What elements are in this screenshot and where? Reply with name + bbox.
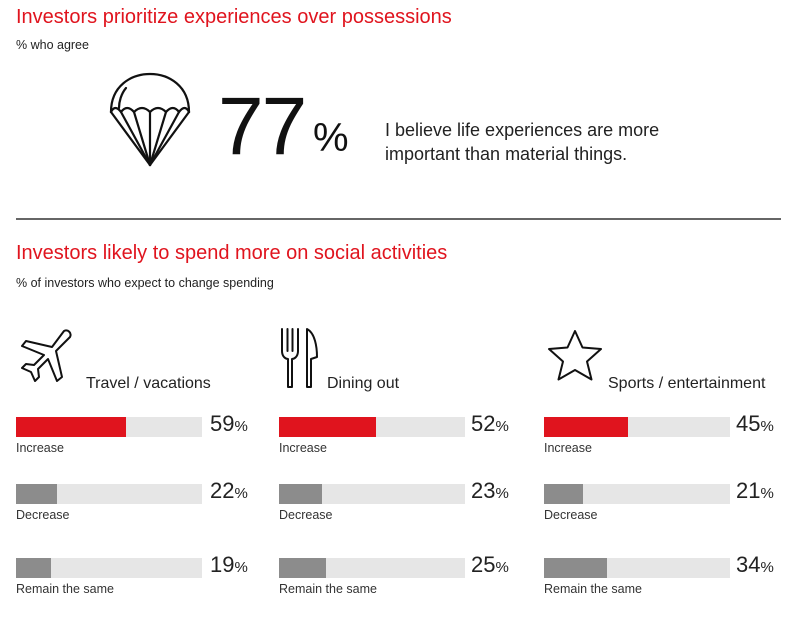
bar-track bbox=[279, 558, 465, 578]
bar-value-decrease: 22% bbox=[210, 478, 248, 503]
bar-decrease bbox=[16, 484, 57, 504]
chart-sports: Sports / entertainment 45% Increase 21% … bbox=[544, 325, 784, 615]
bar-row-increase: 45% Increase bbox=[544, 411, 784, 467]
bar-track bbox=[16, 558, 202, 578]
chart-travel-title: Travel / vacations bbox=[86, 375, 211, 392]
chart-dining-title: Dining out bbox=[327, 375, 400, 392]
bar-label-remain: Remain the same bbox=[544, 582, 642, 596]
section1-title: Investors prioritize experiences over po… bbox=[16, 6, 452, 28]
section2-title: Investors likely to spend more on social… bbox=[16, 242, 448, 264]
bar-decrease bbox=[279, 484, 322, 504]
bar-track bbox=[16, 417, 202, 437]
bar-remain bbox=[544, 558, 607, 578]
star-icon bbox=[544, 325, 606, 390]
bar-label-decrease: Decrease bbox=[16, 508, 70, 522]
statement-line-1: I believe life experiences are more bbox=[385, 120, 660, 140]
bar-track bbox=[279, 484, 465, 504]
bar-label-increase: Increase bbox=[16, 441, 64, 455]
statement: I believe life experiences are more impo… bbox=[385, 118, 659, 166]
bar-value-increase: 52% bbox=[471, 411, 509, 436]
airplane-icon bbox=[16, 325, 76, 390]
chart-sports-title: Sports / entertainment bbox=[608, 375, 766, 392]
bar-increase bbox=[279, 417, 376, 437]
bar-label-remain: Remain the same bbox=[16, 582, 114, 596]
bar-label-increase: Increase bbox=[544, 441, 592, 455]
bar-track bbox=[279, 417, 465, 437]
bar-value-increase: 45% bbox=[736, 411, 774, 436]
bar-remain bbox=[279, 558, 326, 578]
section1-subtitle: % who agree bbox=[16, 38, 89, 52]
bar-decrease bbox=[544, 484, 583, 504]
bar-row-decrease: 21% Decrease bbox=[544, 478, 784, 534]
bar-row-remain: 25% Remain the same bbox=[279, 552, 519, 608]
fork-knife-icon bbox=[279, 325, 323, 394]
bar-label-remain: Remain the same bbox=[279, 582, 377, 596]
bar-track bbox=[544, 417, 730, 437]
bar-row-decrease: 23% Decrease bbox=[279, 478, 519, 534]
bar-increase bbox=[544, 417, 628, 437]
bar-value-decrease: 21% bbox=[736, 478, 774, 503]
section2-subtitle: % of investors who expect to change spen… bbox=[16, 276, 274, 290]
bar-value-remain: 34% bbox=[736, 552, 774, 577]
bar-row-decrease: 22% Decrease bbox=[16, 478, 256, 534]
bar-value-remain: 25% bbox=[471, 552, 509, 577]
section-divider bbox=[16, 218, 781, 220]
stat-unit: % bbox=[313, 116, 349, 160]
chart-travel: Travel / vacations 59% Increase 22% Decr… bbox=[16, 325, 256, 615]
bar-row-remain: 34% Remain the same bbox=[544, 552, 784, 608]
bar-label-decrease: Decrease bbox=[544, 508, 598, 522]
bar-remain bbox=[16, 558, 51, 578]
bar-track bbox=[544, 484, 730, 504]
statement-line-2: important than material things. bbox=[385, 144, 628, 164]
bar-value-decrease: 23% bbox=[471, 478, 509, 503]
chart-dining: Dining out 52% Increase 23% Decrease 25%… bbox=[279, 325, 519, 615]
bar-label-decrease: Decrease bbox=[279, 508, 333, 522]
bar-value-increase: 59% bbox=[210, 411, 248, 436]
bar-track bbox=[544, 558, 730, 578]
bar-row-increase: 52% Increase bbox=[279, 411, 519, 467]
bar-row-remain: 19% Remain the same bbox=[16, 552, 256, 608]
bar-label-increase: Increase bbox=[279, 441, 327, 455]
bar-increase bbox=[16, 417, 126, 437]
stat-value: 77 bbox=[218, 81, 307, 172]
bar-track bbox=[16, 484, 202, 504]
bar-row-increase: 59% Increase bbox=[16, 411, 256, 467]
parachute-icon bbox=[105, 70, 195, 175]
bar-value-remain: 19% bbox=[210, 552, 248, 577]
